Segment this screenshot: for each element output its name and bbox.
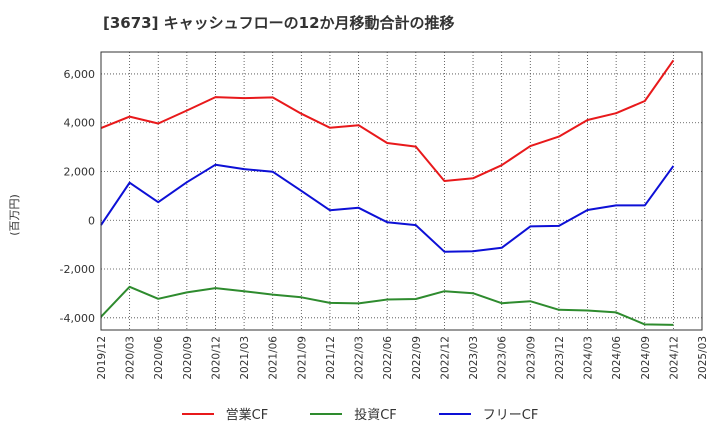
x-tick-label: 2024/12 [668,336,680,380]
legend-item: 投資CF [310,404,397,423]
x-tick-label: 2021/09 [296,336,308,380]
x-tick-label: 2024/03 [583,336,595,380]
x-tick-label: 2022/03 [354,336,366,380]
legend-swatch [181,412,214,415]
series-line-営業CF [100,59,675,182]
y-tick-label: 0 [88,214,95,227]
legend-label: 投資CF [354,408,397,423]
x-tick-label: 2023/09 [525,336,537,380]
series-line-投資CF [100,285,674,326]
x-tick-label: 2023/12 [554,336,566,380]
legend-swatch [438,412,471,415]
legend-label: 営業CF [225,408,269,423]
x-tick-label: 2021/12 [325,336,337,380]
y-tick-label: -4,000 [60,312,95,325]
y-tick-labels: -4,000 -2,000 0 2,000 4,000 6,000 [60,68,95,325]
x-tick-label: 2019/12 [96,336,108,380]
x-tick-label: 2020/12 [210,336,222,380]
x-tick-label: 2022/09 [411,336,423,380]
x-tick-labels: 2019/12 2020/03 2020/06 2020/09 2020/12 2021/… [96,336,709,380]
x-tick-label: 2020/06 [153,336,165,380]
x-tick-label: 2021/06 [268,336,280,380]
series-lines [100,59,675,326]
x-tick-label: 2025/03 [697,336,709,380]
y-tick-label: 4,000 [64,117,96,130]
grid [101,52,702,330]
plot-area [101,52,702,330]
legend-item: 営業CF [181,404,269,423]
legend: 営業CF 投資CF フリーCF [0,404,720,423]
y-tick-label: -2,000 [60,263,95,276]
legend-item: フリーCF [438,404,539,423]
x-tick-label: 2021/03 [239,336,251,380]
y-tick-label: 6,000 [64,68,96,81]
x-tick-label: 2024/09 [640,336,652,380]
x-tick-label: 2023/06 [497,336,509,380]
x-tick-label: 2022/06 [382,336,394,380]
x-tick-label: 2020/09 [182,336,194,380]
x-tick-label: 2020/03 [125,336,137,380]
legend-label: フリーCF [482,408,539,423]
y-tick-label: 2,000 [64,165,96,178]
legend-swatch [310,412,343,415]
chart-title: [3673] キャッシュフローの12か月移動合計の推移 [103,14,455,32]
x-tick-label: 2022/12 [439,336,451,380]
x-tick-label: 2023/03 [468,336,480,380]
series-line-フリーCF [100,163,675,253]
x-tick-label: 2024/06 [611,336,623,380]
plot-frame [100,51,703,331]
